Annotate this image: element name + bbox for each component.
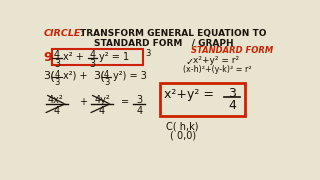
Text: 9: 9 bbox=[43, 51, 52, 64]
Text: TRANSFORM GENERAL EQUATION TO: TRANSFORM GENERAL EQUATION TO bbox=[80, 29, 267, 38]
Text: 4x²: 4x² bbox=[48, 95, 63, 105]
Text: y²) = 3: y²) = 3 bbox=[113, 71, 147, 81]
Text: 3: 3 bbox=[90, 58, 96, 69]
Text: 4: 4 bbox=[54, 70, 60, 79]
Text: 4: 4 bbox=[228, 99, 236, 112]
Text: 3: 3 bbox=[145, 49, 151, 58]
Text: 4: 4 bbox=[99, 105, 105, 116]
Text: (: ( bbox=[50, 71, 55, 84]
Bar bbox=[160, 83, 245, 116]
Text: =: = bbox=[121, 97, 129, 107]
Text: 4y²: 4y² bbox=[94, 95, 110, 105]
Text: CIRCLE:: CIRCLE: bbox=[44, 29, 85, 38]
Text: 3: 3 bbox=[228, 87, 236, 100]
Text: x²+y² =: x²+y² = bbox=[164, 88, 214, 101]
Text: 3: 3 bbox=[54, 78, 60, 87]
Text: 3: 3 bbox=[54, 58, 60, 69]
Text: STANDARD FORM: STANDARD FORM bbox=[191, 46, 273, 55]
Text: x² +: x² + bbox=[63, 52, 84, 62]
Bar bbox=[52, 49, 143, 66]
Text: STANDARD FORM   / GRAPH: STANDARD FORM / GRAPH bbox=[94, 39, 234, 48]
Text: 4: 4 bbox=[104, 70, 109, 79]
Text: 3: 3 bbox=[43, 71, 50, 81]
Text: 4: 4 bbox=[54, 50, 60, 60]
Text: +: + bbox=[79, 97, 87, 107]
Text: x²+y² = r²: x²+y² = r² bbox=[194, 56, 240, 65]
Text: ✓: ✓ bbox=[186, 57, 194, 67]
Text: (: ( bbox=[100, 71, 105, 84]
Text: C( h,k): C( h,k) bbox=[165, 122, 198, 132]
Text: 3: 3 bbox=[104, 78, 109, 87]
Text: 3: 3 bbox=[136, 95, 142, 105]
Text: ( 0,0): ( 0,0) bbox=[170, 131, 196, 141]
Text: 3: 3 bbox=[93, 71, 100, 81]
Text: 4: 4 bbox=[90, 50, 96, 60]
Text: 4: 4 bbox=[136, 105, 142, 116]
Text: x²) +: x²) + bbox=[63, 71, 88, 81]
Text: 4: 4 bbox=[54, 105, 60, 116]
Text: y² = 1: y² = 1 bbox=[99, 52, 129, 62]
Text: (x-h)²+(y-k)² = r²: (x-h)²+(y-k)² = r² bbox=[183, 66, 252, 75]
